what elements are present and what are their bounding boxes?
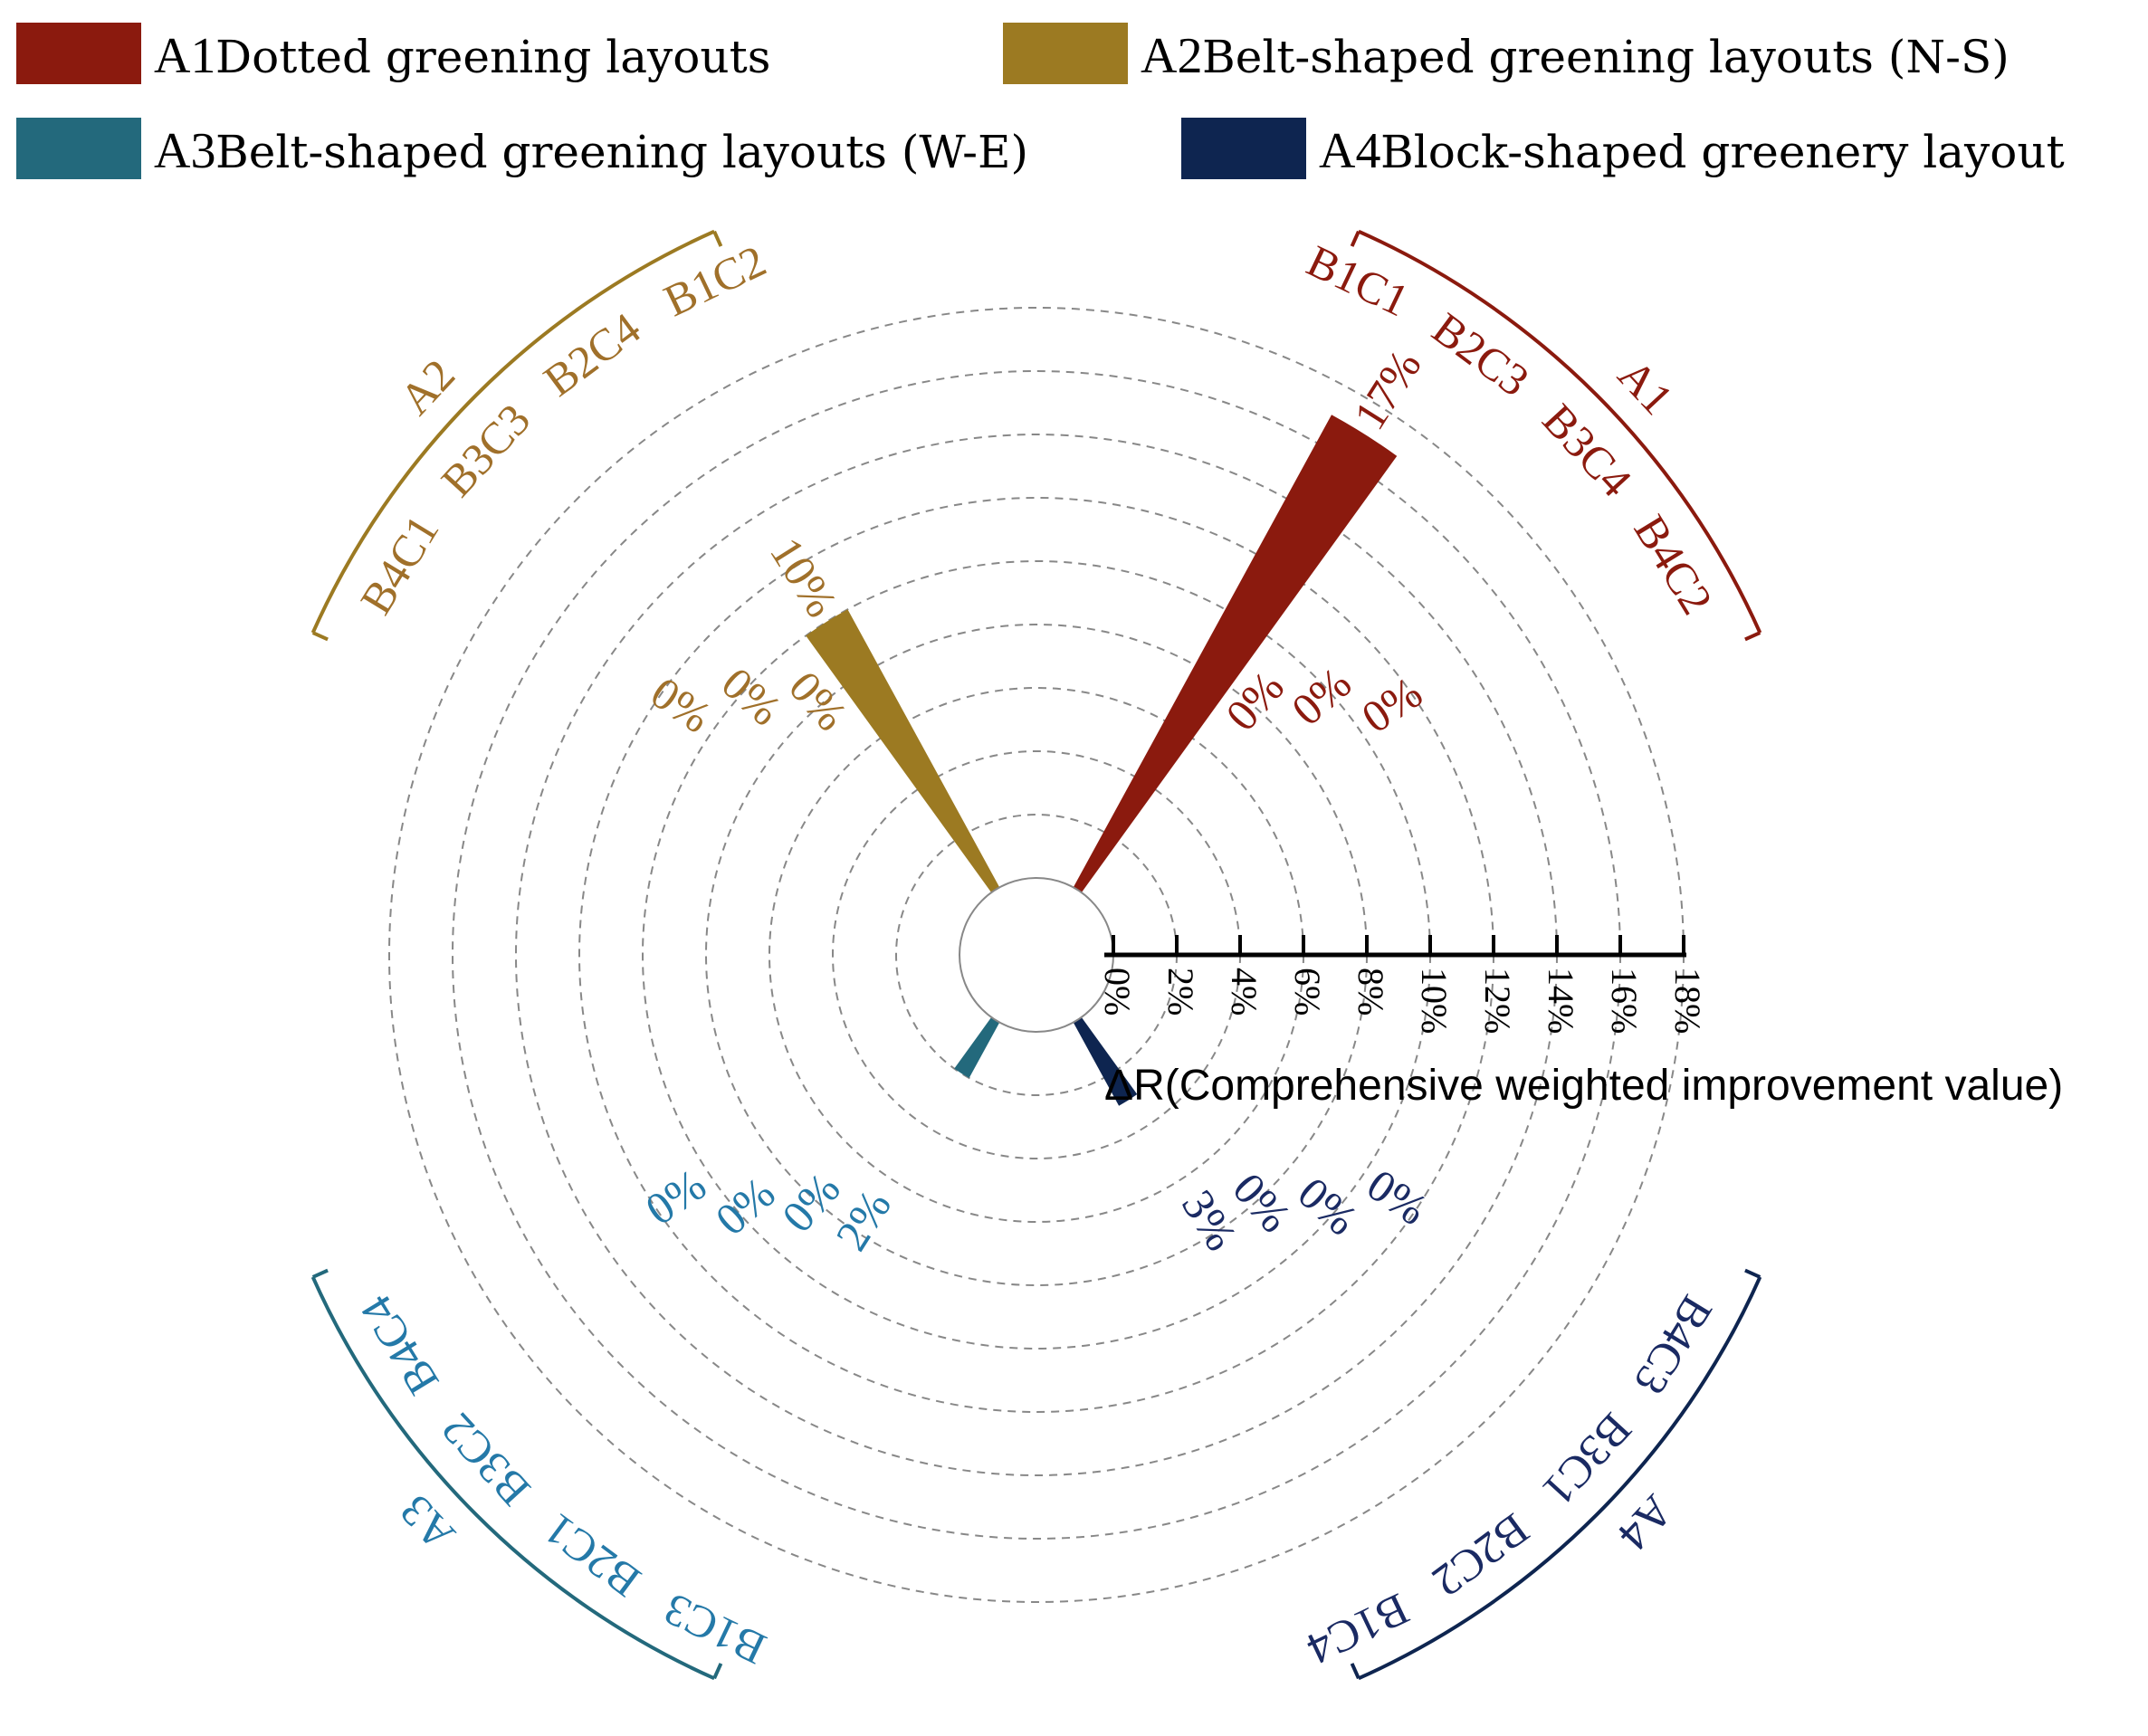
tick-label: 14% [1541,968,1581,1034]
legend-code-a1: A1 [154,28,215,84]
legend-code-a4: A4 [1319,123,1380,179]
value-label-a3-b3c2: 0% [706,1167,785,1245]
category-label-b3c2: B3C2 [431,1404,539,1516]
legend: A1 Dotted greening layouts A2 Belt-shaped g… [16,23,2065,179]
category-label-b2c1: B2C1 [534,1503,649,1607]
group-arc-tick [1350,230,1360,247]
category-label-b4c2: B4C2 [1625,506,1723,623]
legend-label-a4: Block-shaped greenery layout [1380,126,2065,178]
value-label-a4-b3c1: 0% [1288,1167,1367,1245]
category-label-b3c1: B3C1 [1533,1404,1642,1516]
group-label-a2: A2 [389,349,464,424]
value-label-a2-b3c3: 0% [712,657,791,735]
category-label-b1c2: B1C2 [656,234,773,326]
value-label-a3-b4c4: 0% [636,1159,715,1235]
group-arc-tick [712,1663,723,1680]
group-arc-tick [311,631,329,642]
category-label-b2c4: B2C4 [534,302,649,405]
legend-swatch-a1 [16,23,141,84]
group-arc-a4 [1358,1276,1762,1681]
center-hub [959,877,1114,1033]
tick-label: 12% [1477,968,1518,1034]
category-label-b1c4: B1C4 [1300,1584,1417,1675]
category-label-b2c3: B2C3 [1423,302,1538,405]
category-label-b3c3: B3C3 [431,394,539,506]
legend-code-a3: A3 [154,123,215,179]
bar-a3-b1c3 [954,1016,1000,1079]
tick-label: 10% [1414,968,1455,1034]
bar-a4-b1c4 [1073,1016,1138,1106]
bars [806,415,1398,1106]
axis-title: ΔR(Comprehensive weighted improvement va… [1104,1062,2063,1110]
tick-label: 8% [1351,968,1391,1016]
value-label-a4-b4c3: 0% [1358,1159,1437,1235]
legend-code-a2: A2 [1141,28,1202,84]
group-arc-a1 [1358,229,1762,634]
group-label-a3: A3 [389,1485,464,1560]
legend-swatch-a4 [1181,118,1306,179]
value-label-a1-b3c4: 0% [1282,657,1360,735]
legend-swatch-a3 [16,118,141,179]
group-arc-tick [1744,631,1761,642]
group-arc-tick [311,1268,329,1279]
bar-a2-b1c2 [806,609,1000,893]
category-label-b2c2: B2C2 [1423,1503,1538,1607]
group-label-a4: A4 [1609,1485,1684,1560]
value-label-a2-b1c2: 10% [760,529,847,625]
value-label-a1-b4c2: 0% [1352,667,1431,743]
group-arc-tick [1744,1268,1761,1279]
tick-label: 4% [1224,968,1265,1016]
group-arc-tick [712,230,723,247]
tick-label: 16% [1604,968,1645,1034]
legend-swatch-a2 [1003,23,1128,84]
group-arc-a3 [310,1276,715,1681]
tick-label: 0% [1097,968,1138,1016]
tick-label: 2% [1160,968,1201,1016]
category-label-b1c3: B1C3 [656,1584,773,1675]
value-label-a1-b1c1: 17% [1343,341,1430,438]
category-label-b4c4: B4C4 [350,1287,449,1404]
group-label-a1: A1 [1609,349,1684,424]
group-arc-tick [1350,1663,1360,1680]
category-label-b3c4: B3C4 [1533,394,1642,506]
category-label-b1c1: B1C1 [1300,234,1417,326]
category-label-b4c1: B4C1 [350,506,449,623]
legend-label-a1: Dotted greening layouts [215,31,770,83]
group-arc-a2 [310,229,715,634]
value-label-a2-b4c1: 0% [642,667,721,743]
tick-label: 18% [1667,968,1708,1034]
value-axis: 0% 2% 4% 6% 8% 10% 12% 14% 16% 18% ΔR(Comprehensiv… [1097,935,2063,1110]
hub-circle [959,877,1114,1033]
bar-a1-b1c1 [1073,415,1398,893]
category-label-b4c3: B4C3 [1625,1287,1723,1404]
tick-label: 6% [1287,968,1328,1016]
legend-label-a3: Belt-shaped greening layouts (W-E) [215,126,1028,178]
legend-label-a2: Belt-shaped greening layouts (N-S) [1202,31,2010,83]
